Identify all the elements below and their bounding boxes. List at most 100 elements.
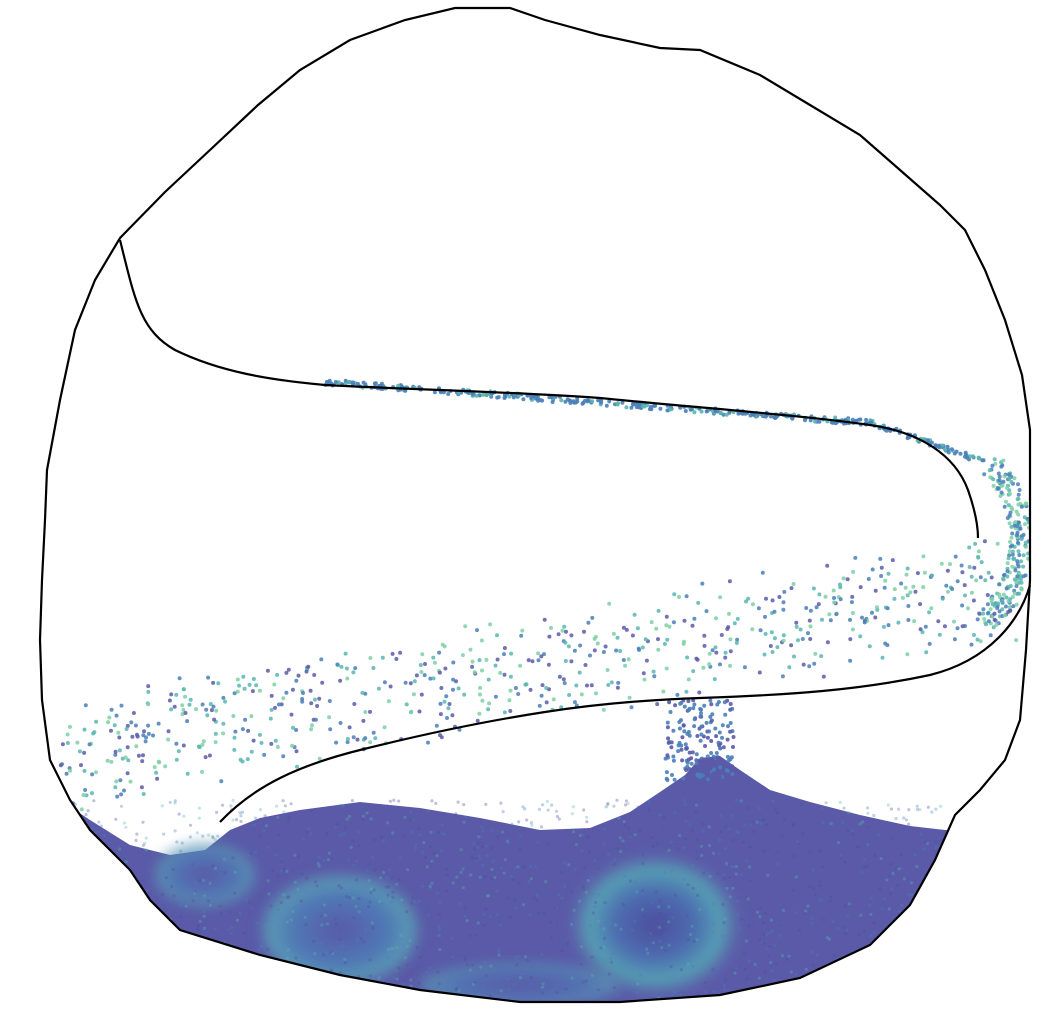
particle — [762, 932, 766, 936]
particle — [982, 617, 987, 621]
particle — [671, 993, 675, 997]
particle — [966, 952, 970, 956]
particle — [912, 980, 916, 984]
particle — [971, 933, 975, 937]
particle — [554, 905, 558, 910]
particle — [880, 946, 884, 950]
particle — [474, 393, 479, 398]
particle — [718, 595, 723, 600]
particle — [472, 842, 476, 846]
particle — [160, 892, 164, 897]
particle — [952, 619, 956, 624]
particle — [730, 764, 735, 769]
particle — [193, 891, 197, 896]
particle — [409, 810, 413, 815]
particle — [797, 841, 801, 846]
particle — [249, 954, 253, 958]
particle — [869, 896, 874, 900]
particle — [499, 989, 503, 993]
particle — [180, 899, 184, 903]
particle — [858, 634, 863, 639]
particle — [916, 995, 920, 1000]
particle — [683, 961, 687, 966]
particle — [323, 913, 327, 918]
particle — [793, 854, 797, 858]
particle — [357, 897, 361, 901]
particle — [286, 956, 290, 960]
particle — [831, 920, 835, 924]
particle — [456, 1001, 461, 1002]
particle — [905, 971, 909, 975]
particle — [887, 1004, 890, 1007]
particle — [502, 646, 507, 650]
particle — [569, 633, 574, 638]
particle — [81, 978, 85, 982]
particle — [1008, 584, 1013, 588]
particle — [673, 990, 677, 994]
particle — [122, 977, 126, 981]
particle — [728, 663, 732, 668]
particle — [151, 733, 155, 738]
particle — [325, 951, 329, 955]
particle — [708, 698, 713, 703]
particle — [563, 884, 567, 889]
particle — [463, 958, 467, 962]
particle — [211, 864, 215, 868]
particle — [664, 770, 669, 775]
particle — [380, 655, 385, 660]
particle — [900, 964, 904, 968]
particle — [434, 801, 438, 806]
particle — [541, 803, 545, 807]
particle — [304, 669, 309, 674]
particle — [96, 848, 101, 852]
particle — [372, 888, 376, 892]
particle — [679, 700, 684, 705]
particle — [604, 403, 609, 408]
particle — [697, 690, 702, 695]
particle — [915, 804, 919, 808]
particle — [900, 1004, 903, 1007]
particle — [361, 817, 365, 821]
particle — [621, 839, 625, 843]
particle — [273, 1002, 276, 1005]
particle — [146, 723, 151, 728]
particle — [355, 737, 360, 742]
particle — [248, 852, 253, 856]
particle — [696, 973, 700, 977]
particle — [206, 899, 210, 903]
particle — [605, 668, 610, 672]
particle — [804, 967, 808, 971]
particle — [143, 841, 147, 845]
particle — [380, 901, 384, 906]
particle — [635, 626, 640, 631]
particle — [823, 594, 828, 599]
particle — [974, 578, 979, 583]
particle — [559, 705, 564, 710]
particle — [202, 914, 206, 919]
particle — [878, 556, 883, 561]
particle — [935, 975, 939, 979]
particle — [540, 985, 545, 989]
particle — [858, 965, 862, 969]
particle — [266, 879, 270, 883]
particle — [648, 984, 652, 989]
particle — [927, 641, 932, 646]
particle — [944, 947, 948, 951]
particle — [151, 998, 155, 1002]
particle — [439, 849, 443, 853]
particle — [379, 835, 384, 840]
particle — [242, 686, 247, 691]
particle — [873, 588, 878, 593]
particle — [505, 977, 509, 981]
particle — [484, 973, 488, 978]
particle — [727, 827, 731, 831]
particle — [707, 844, 712, 848]
particle — [502, 871, 506, 875]
vortex-right — [565, 850, 745, 1000]
particle — [517, 882, 522, 886]
particle — [447, 702, 452, 706]
particle — [705, 735, 710, 740]
particle — [451, 955, 455, 959]
particle — [685, 731, 690, 736]
particle — [384, 885, 388, 889]
